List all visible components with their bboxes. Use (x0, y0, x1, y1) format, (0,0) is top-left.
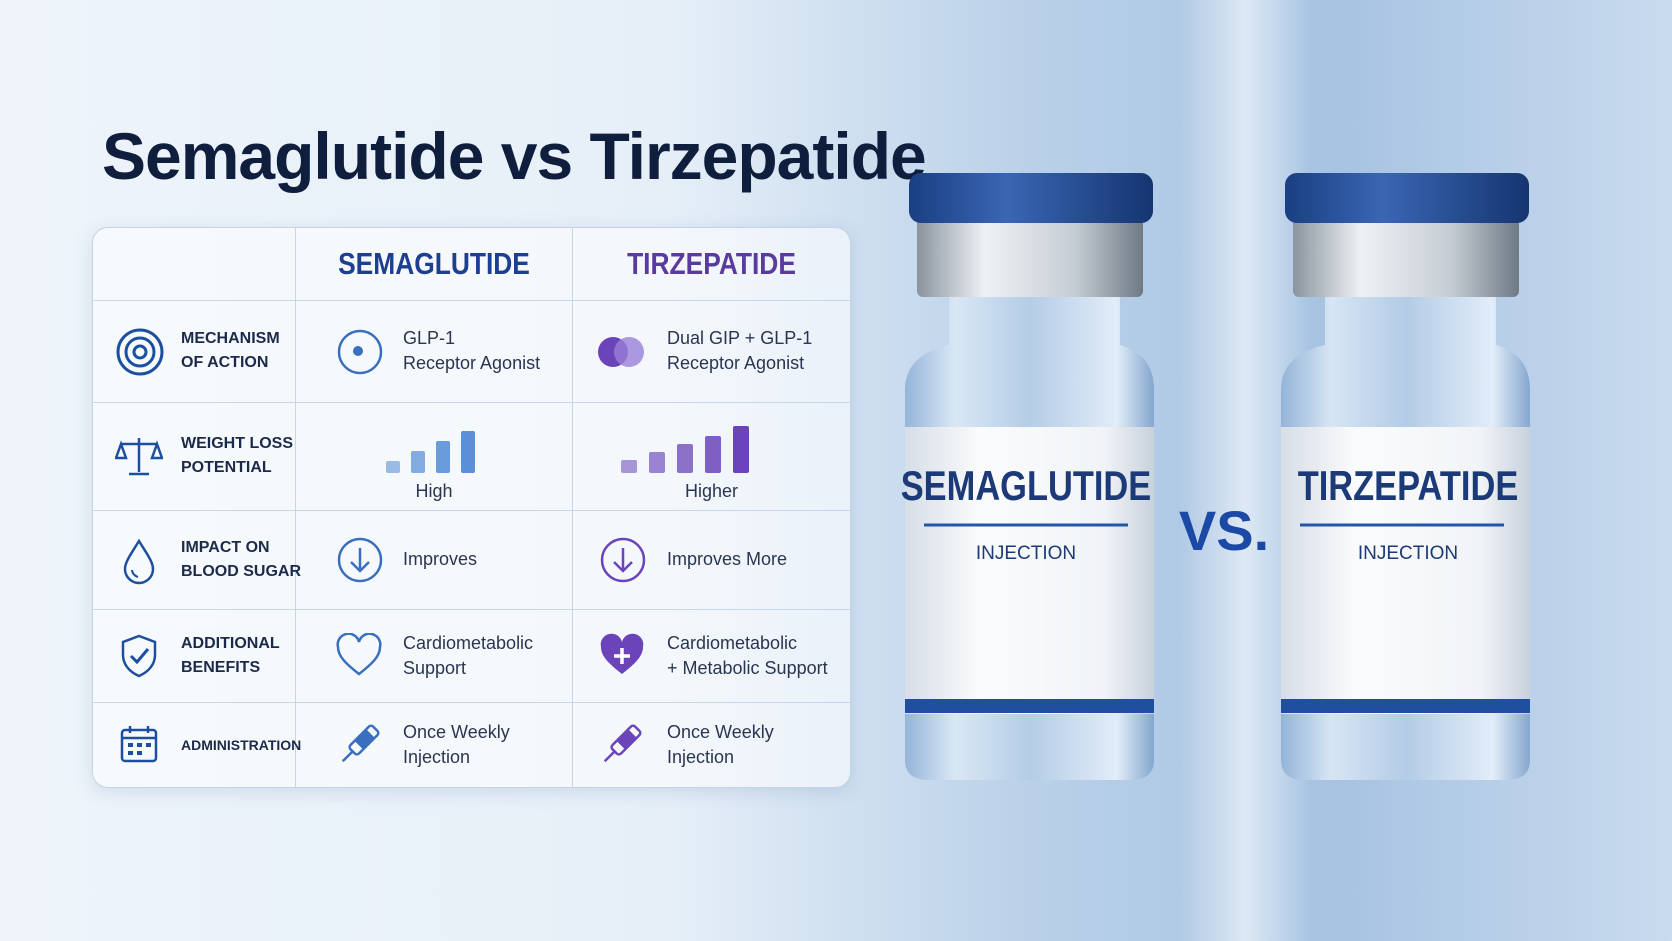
shield-icon (121, 634, 157, 678)
cell-line: Injection (403, 746, 471, 767)
cell-line: Improves More (667, 549, 788, 569)
heart-icon (336, 633, 382, 676)
cell-line: Once Weekly (403, 721, 510, 742)
heart-plus-icon (600, 633, 644, 674)
title: Semaglutide vs Tirzepatide (102, 119, 927, 193)
cell: Once Weekly Injection (667, 702, 774, 787)
cell-line: Dual GIP + GLP-1 (667, 328, 813, 348)
cell-line: Receptor Agonist (667, 353, 805, 373)
pen-icon (603, 724, 642, 763)
bars-icon (386, 431, 475, 473)
column-header: TIRZEPATIDE (627, 246, 796, 281)
divider (295, 228, 296, 787)
label-line: POTENTIAL (181, 459, 272, 476)
label-line: MECHANISM (181, 330, 280, 347)
row-label: MECHANISM OF ACTION (181, 300, 280, 402)
label-line: WEIGHT LOSS (181, 435, 293, 452)
calendar-icon (120, 726, 158, 763)
cell: GLP-1 Receptor Agonist (403, 300, 540, 402)
cell-line: Injection (667, 746, 735, 767)
down-arrow-icon (600, 537, 646, 583)
cell-line: GLP-1 (403, 328, 456, 348)
receptor-icon (337, 329, 383, 375)
dual-receptor-icon (598, 337, 644, 367)
vial-name: SEMAGLUTIDE (901, 463, 1152, 510)
cell: Cardiometabolic + Metabolic Support (667, 609, 828, 702)
pen-icon (341, 724, 380, 763)
cell: High (296, 478, 572, 504)
divider (93, 510, 850, 511)
down-arrow-icon (337, 537, 383, 583)
cell: Higher (573, 478, 850, 504)
cell: Dual GIP + GLP-1 Receptor Agonist (667, 300, 812, 402)
vial-form: INJECTION (976, 543, 1076, 564)
cell: Improves More (667, 510, 787, 609)
divider (93, 300, 850, 301)
cell: Cardiometabolic Support (403, 609, 533, 702)
label-line: ADDITIONAL (181, 634, 280, 652)
cell-line: Improves (403, 549, 478, 569)
divider (93, 702, 850, 703)
divider (572, 228, 573, 787)
label-line: OF ACTION (181, 354, 269, 371)
label-line: BENEFITS (181, 658, 261, 676)
cell-line: Cardiometabolic (667, 632, 798, 653)
target-icon (116, 328, 164, 376)
label-line: ADMINISTRATION (181, 736, 302, 753)
cell-line: Once Weekly (667, 721, 774, 742)
vial-form: INJECTION (1358, 543, 1458, 564)
row-label: WEIGHT LOSS POTENTIAL (181, 402, 293, 510)
vs-label: VS. (1179, 499, 1269, 562)
row-label: ADMINISTRATION (181, 702, 301, 787)
column-header: SEMAGLUTIDE (338, 246, 530, 281)
drop-icon (123, 538, 155, 585)
cell-line: Cardiometabolic (403, 632, 534, 653)
divider (93, 609, 850, 610)
label-line: IMPACT ON (181, 538, 270, 556)
label-line: BLOOD SUGAR (181, 562, 301, 580)
cell: Once Weekly Injection (403, 702, 510, 787)
divider (93, 402, 850, 403)
cell-line: High (415, 480, 453, 501)
cell-line: Higher (684, 480, 739, 501)
cell-line: Receptor Agonist (403, 353, 541, 373)
comparison-table: SEMAGLUTIDE TIRZEPATIDE MECHANISM OF ACTI… (92, 227, 851, 788)
bars-icon (621, 426, 749, 473)
cell-line: Support (403, 657, 467, 678)
row-label: ADDITIONAL BENEFITS (181, 609, 280, 702)
scale-icon (115, 438, 163, 476)
cell: Improves (403, 510, 477, 609)
cell-line: + Metabolic Support (667, 657, 828, 678)
row-label: IMPACT ON BLOOD SUGAR (181, 510, 301, 609)
vial-name: TIRZEPATIDE (1298, 463, 1519, 510)
